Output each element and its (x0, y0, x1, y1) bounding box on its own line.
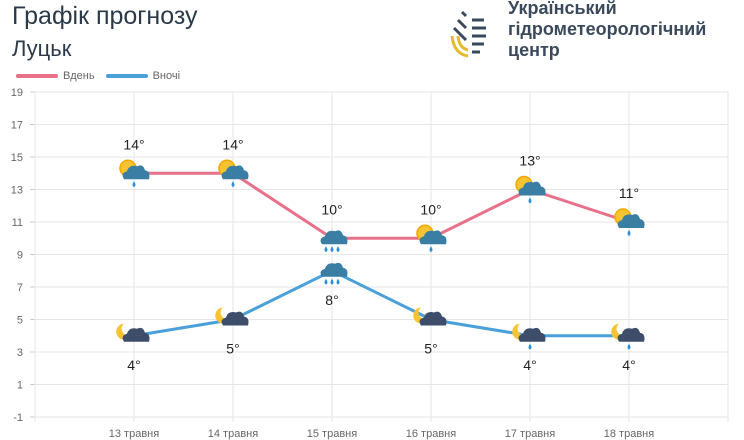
cloud-icon (617, 327, 645, 342)
raindrop-icon (336, 246, 340, 253)
night-temp-label: 4° (523, 357, 536, 373)
org-line: гідрометеорологічний (508, 19, 707, 39)
sun-cloud-rain-icon (218, 159, 249, 188)
day-temp-label: 14° (123, 136, 144, 152)
page-title: Графік прогнозу (12, 2, 198, 30)
legend-night-swatch[interactable] (105, 74, 148, 78)
night-temp-label: 8° (325, 292, 338, 308)
y-tick-label: 19 (11, 87, 23, 99)
raindrop-icon (336, 278, 340, 285)
cloud-icon (518, 181, 546, 196)
cloud-icon (122, 327, 150, 342)
night-temp-label: 4° (127, 357, 140, 373)
y-tick-label: -1 (13, 412, 23, 424)
raindrop-icon (528, 197, 532, 204)
day-temp-label: 11° (619, 185, 639, 201)
chart-legend: Вдень Вночі (16, 70, 180, 82)
legend-day-swatch[interactable] (16, 74, 58, 78)
legend-night-label[interactable]: Вночі (152, 70, 181, 82)
night-temp-label: 5° (424, 341, 437, 357)
raindrop-icon (528, 343, 532, 350)
night-temp-label: 4° (622, 357, 635, 373)
x-tick-label: 15 травня (307, 428, 357, 440)
sun-cloud-rain-icon (119, 159, 150, 188)
night-temp-label: 5° (226, 341, 239, 357)
sun-cloud-rain-icon (416, 224, 447, 253)
x-tick-label: 13 травня (109, 428, 159, 440)
y-tick-label: 3 (17, 347, 23, 359)
cloud-icon (320, 230, 348, 245)
legend-day-label[interactable]: Вдень (63, 70, 95, 82)
y-tick-label: 11 (12, 217, 23, 229)
cloud-icon (518, 327, 546, 342)
sun-cloud-rain-icon (614, 208, 645, 236)
cloud-rain-icon (320, 230, 348, 253)
cloud-icon (221, 311, 249, 326)
org-line: Український (508, 0, 617, 18)
y-tick-label: 15 (11, 152, 23, 164)
raindrop-icon (231, 181, 235, 188)
organization-name: Український гідрометеорологічний центр (508, 0, 706, 61)
raindrop-icon (132, 181, 136, 188)
day-temp-label: 10° (420, 201, 441, 217)
sun-cloud-rain-icon (515, 175, 546, 204)
day-temp-label: 10° (321, 201, 342, 217)
city-name: Луцьк (12, 36, 72, 61)
cloud-icon (221, 165, 249, 180)
raindrop-icon (627, 230, 631, 236)
org-line: центр (508, 40, 560, 60)
y-tick-label: 13 (11, 185, 23, 197)
raindrop-icon (324, 278, 328, 285)
raindrop-icon (330, 278, 334, 285)
x-tick-label: 16 травня (406, 428, 456, 440)
raindrop-icon (627, 343, 631, 350)
y-tick-label: 1 (17, 380, 23, 392)
raindrop-icon (429, 246, 433, 253)
x-tick-label: 17 травня (505, 428, 555, 440)
moon-cloud-icon (215, 307, 249, 326)
y-tick-label: 9 (17, 250, 23, 262)
raindrop-icon (324, 246, 328, 253)
raindrop-icon (330, 246, 334, 253)
ugc-logo-icon (450, 10, 486, 58)
moon-cloud-rain-icon (512, 323, 546, 350)
cloud-icon (320, 262, 348, 277)
cloud-icon (617, 214, 645, 228)
cloud-icon (419, 311, 447, 326)
y-tick-label: 7 (17, 282, 23, 294)
cloud-icon (122, 165, 150, 180)
night-series-line (133, 269, 629, 338)
cloud-rain-icon (320, 262, 348, 285)
moon-cloud-rain-icon (611, 323, 645, 350)
moon-cloud-icon (116, 323, 150, 342)
y-tick-label: 17 (11, 120, 23, 132)
moon-cloud-icon (413, 307, 447, 326)
cloud-icon (419, 230, 447, 245)
day-series-line (134, 171, 630, 240)
day-temp-label: 14° (222, 136, 243, 152)
x-tick-label: 14 травня (208, 428, 258, 440)
day-temp-label: 13° (519, 153, 540, 169)
y-tick-label: 5 (17, 315, 23, 327)
x-tick-label: 18 травня (604, 428, 654, 440)
